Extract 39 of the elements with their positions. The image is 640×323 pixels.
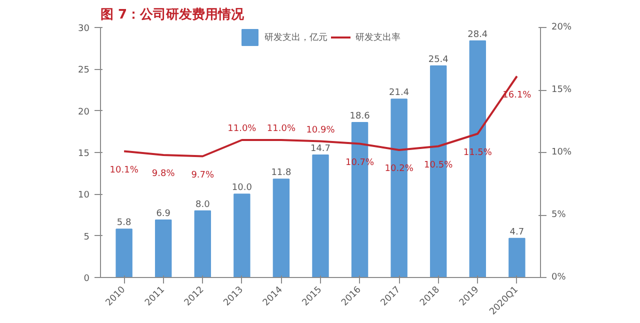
y2-tick-label: 10% (552, 148, 572, 158)
bar (272, 178, 290, 278)
legend-label: 研发支出，亿元 (264, 32, 328, 44)
y-tick-label: 30 (78, 24, 90, 34)
data-label: 14.7 (310, 144, 331, 154)
y-tick-label: 15 (78, 149, 90, 159)
data-label: 28.4 (468, 30, 488, 40)
data-label: 11.0% (228, 124, 257, 134)
chart-title: 图 7：公司研发费用情况 (100, 8, 246, 22)
data-label: 11.0% (266, 124, 296, 134)
y-tick-label: 5 (84, 232, 90, 242)
y-tick-label: 25 (78, 66, 90, 76)
bar (234, 194, 250, 278)
data-label: 8.0 (195, 200, 210, 210)
data-label: 6.9 (156, 209, 171, 219)
bar (155, 220, 172, 278)
legend-label: 研发支出率 (356, 32, 400, 44)
bar (508, 238, 526, 278)
bar (312, 154, 329, 278)
y2-tick-label: 20% (552, 22, 572, 32)
data-label: 9.8% (152, 169, 176, 179)
data-label: 4.7 (510, 227, 524, 238)
data-label: 9.7% (191, 170, 215, 180)
y-tick-label: 0 (84, 274, 90, 284)
y2-tick-label: 5% (552, 210, 566, 220)
data-label: 10.0 (232, 183, 252, 194)
data-label: 10.9% (306, 125, 336, 136)
y2-tick-label: 0% (552, 272, 566, 282)
data-label: 10.1% (110, 165, 139, 176)
data-label: 21.4 (389, 88, 410, 98)
bar (116, 228, 132, 278)
data-label: 25.4 (428, 54, 449, 65)
data-label: 18.6 (350, 112, 370, 122)
y-tick-label: 10 (78, 190, 90, 201)
bar (194, 210, 211, 278)
data-label: 11.8 (271, 168, 292, 178)
y-tick-label: 20 (78, 107, 90, 118)
y2-tick-label: 15% (552, 85, 572, 95)
data-label: 5.8 (116, 218, 132, 228)
